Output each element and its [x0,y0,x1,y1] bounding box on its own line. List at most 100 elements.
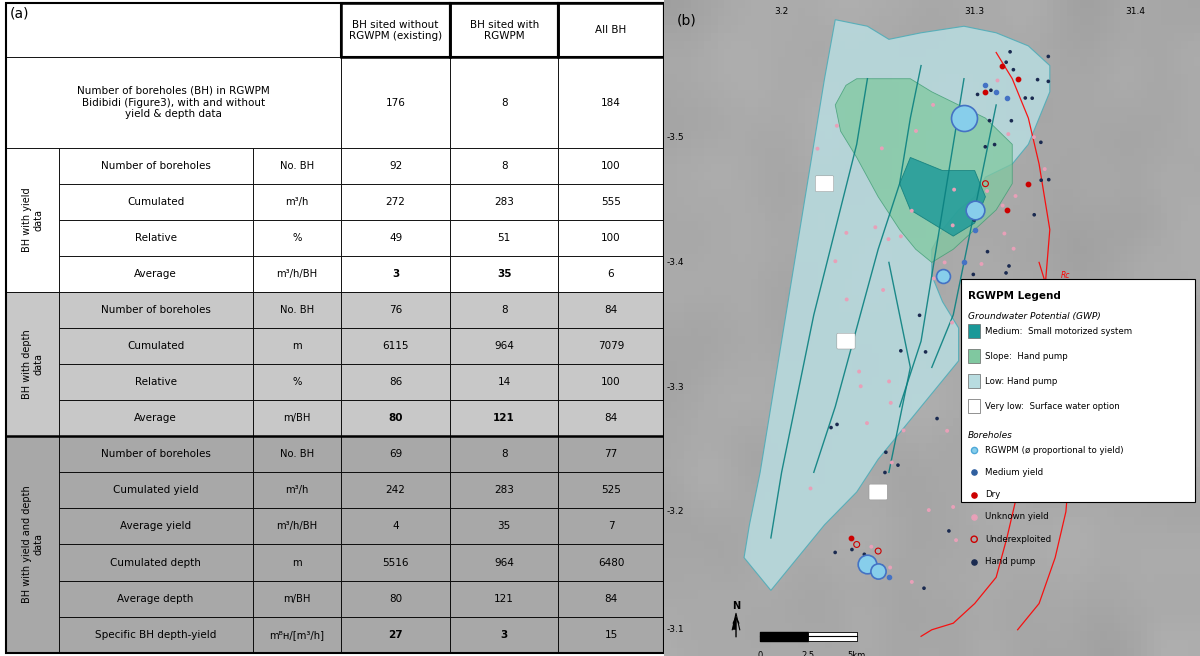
Text: Slope:  Hand pump: Slope: Hand pump [985,352,1068,361]
Point [872,561,892,571]
Point [947,535,966,545]
Point [808,144,827,154]
Point [968,89,988,100]
FancyBboxPatch shape [450,292,558,328]
Text: -3.4: -3.4 [666,258,684,267]
Point [1039,51,1058,62]
FancyBboxPatch shape [6,3,341,57]
Point [874,285,893,295]
FancyBboxPatch shape [341,400,450,436]
Point [965,205,984,215]
Point [838,294,857,304]
Point [841,533,860,543]
FancyBboxPatch shape [558,184,664,220]
Point [965,297,984,307]
FancyBboxPatch shape [253,148,341,184]
FancyBboxPatch shape [450,617,558,653]
Text: Number of boreholes: Number of boreholes [101,449,210,459]
FancyBboxPatch shape [253,256,341,292]
FancyBboxPatch shape [253,617,341,653]
FancyBboxPatch shape [450,544,558,581]
FancyBboxPatch shape [341,256,450,292]
FancyBboxPatch shape [558,508,664,544]
Point [1006,191,1025,201]
Text: (b): (b) [677,13,697,27]
Text: 555: 555 [601,197,620,207]
Point [943,220,962,231]
Point [1039,76,1058,87]
FancyBboxPatch shape [836,333,856,349]
Text: m³/h/BH: m³/h/BH [276,522,318,531]
FancyBboxPatch shape [59,364,253,400]
Text: 80: 80 [389,413,403,423]
Point [965,512,984,522]
Text: 8: 8 [500,305,508,315]
Point [1028,74,1048,85]
Point [997,401,1016,412]
Text: m/BH: m/BH [283,413,311,423]
FancyBboxPatch shape [341,617,450,653]
Point [982,85,1001,96]
FancyBboxPatch shape [450,364,558,400]
FancyBboxPatch shape [6,292,59,436]
Point [976,142,995,152]
Text: 69: 69 [389,449,402,459]
FancyBboxPatch shape [558,148,664,184]
FancyBboxPatch shape [59,184,253,220]
Text: BH sited with
RGWPM: BH sited with RGWPM [469,20,539,41]
Point [1028,323,1048,334]
Text: 84: 84 [605,413,618,423]
Polygon shape [900,157,985,236]
FancyBboxPatch shape [253,220,341,256]
Point [986,87,1006,97]
Text: 77: 77 [605,449,618,459]
Text: 283: 283 [494,485,514,495]
FancyBboxPatch shape [253,544,341,581]
Point [881,562,900,573]
Point [940,525,959,536]
FancyBboxPatch shape [450,148,558,184]
FancyBboxPatch shape [450,58,558,148]
Point [842,544,862,555]
FancyBboxPatch shape [450,581,558,617]
Text: 49: 49 [389,233,402,243]
Text: m/BH: m/BH [283,594,311,604]
Polygon shape [744,20,1050,590]
Text: Specific BH depth-yield: Specific BH depth-yield [95,630,216,640]
FancyBboxPatch shape [6,148,59,292]
Point [916,346,935,357]
Point [800,483,820,494]
Point [976,80,995,91]
Point [1032,175,1051,186]
Text: Average depth: Average depth [118,594,193,604]
FancyBboxPatch shape [341,58,450,148]
Text: 80: 80 [389,594,402,604]
Text: No. BH: No. BH [280,449,314,459]
Point [985,139,1004,150]
Text: 31.3: 31.3 [965,7,985,16]
Text: Relative: Relative [134,377,176,387]
Point [880,572,899,583]
Text: %: % [293,377,301,387]
Text: RGWPM Legend: RGWPM Legend [967,291,1061,300]
FancyBboxPatch shape [341,508,450,544]
Text: 84: 84 [605,594,618,604]
Point [980,115,1000,126]
Text: Average: Average [134,269,176,279]
Text: -3.1: -3.1 [666,625,684,634]
FancyBboxPatch shape [253,400,341,436]
Text: 184: 184 [601,98,620,108]
Point [924,273,943,283]
Point [826,256,845,266]
Text: 176: 176 [385,98,406,108]
FancyBboxPatch shape [59,328,253,364]
Point [960,396,979,407]
FancyBboxPatch shape [816,176,834,192]
Point [888,460,907,470]
Point [965,534,984,544]
Text: -3.3: -3.3 [666,382,684,392]
Point [965,215,984,225]
Text: m³/h: m³/h [286,197,308,207]
Point [978,186,997,196]
Text: Underexploited: Underexploited [985,535,1051,544]
